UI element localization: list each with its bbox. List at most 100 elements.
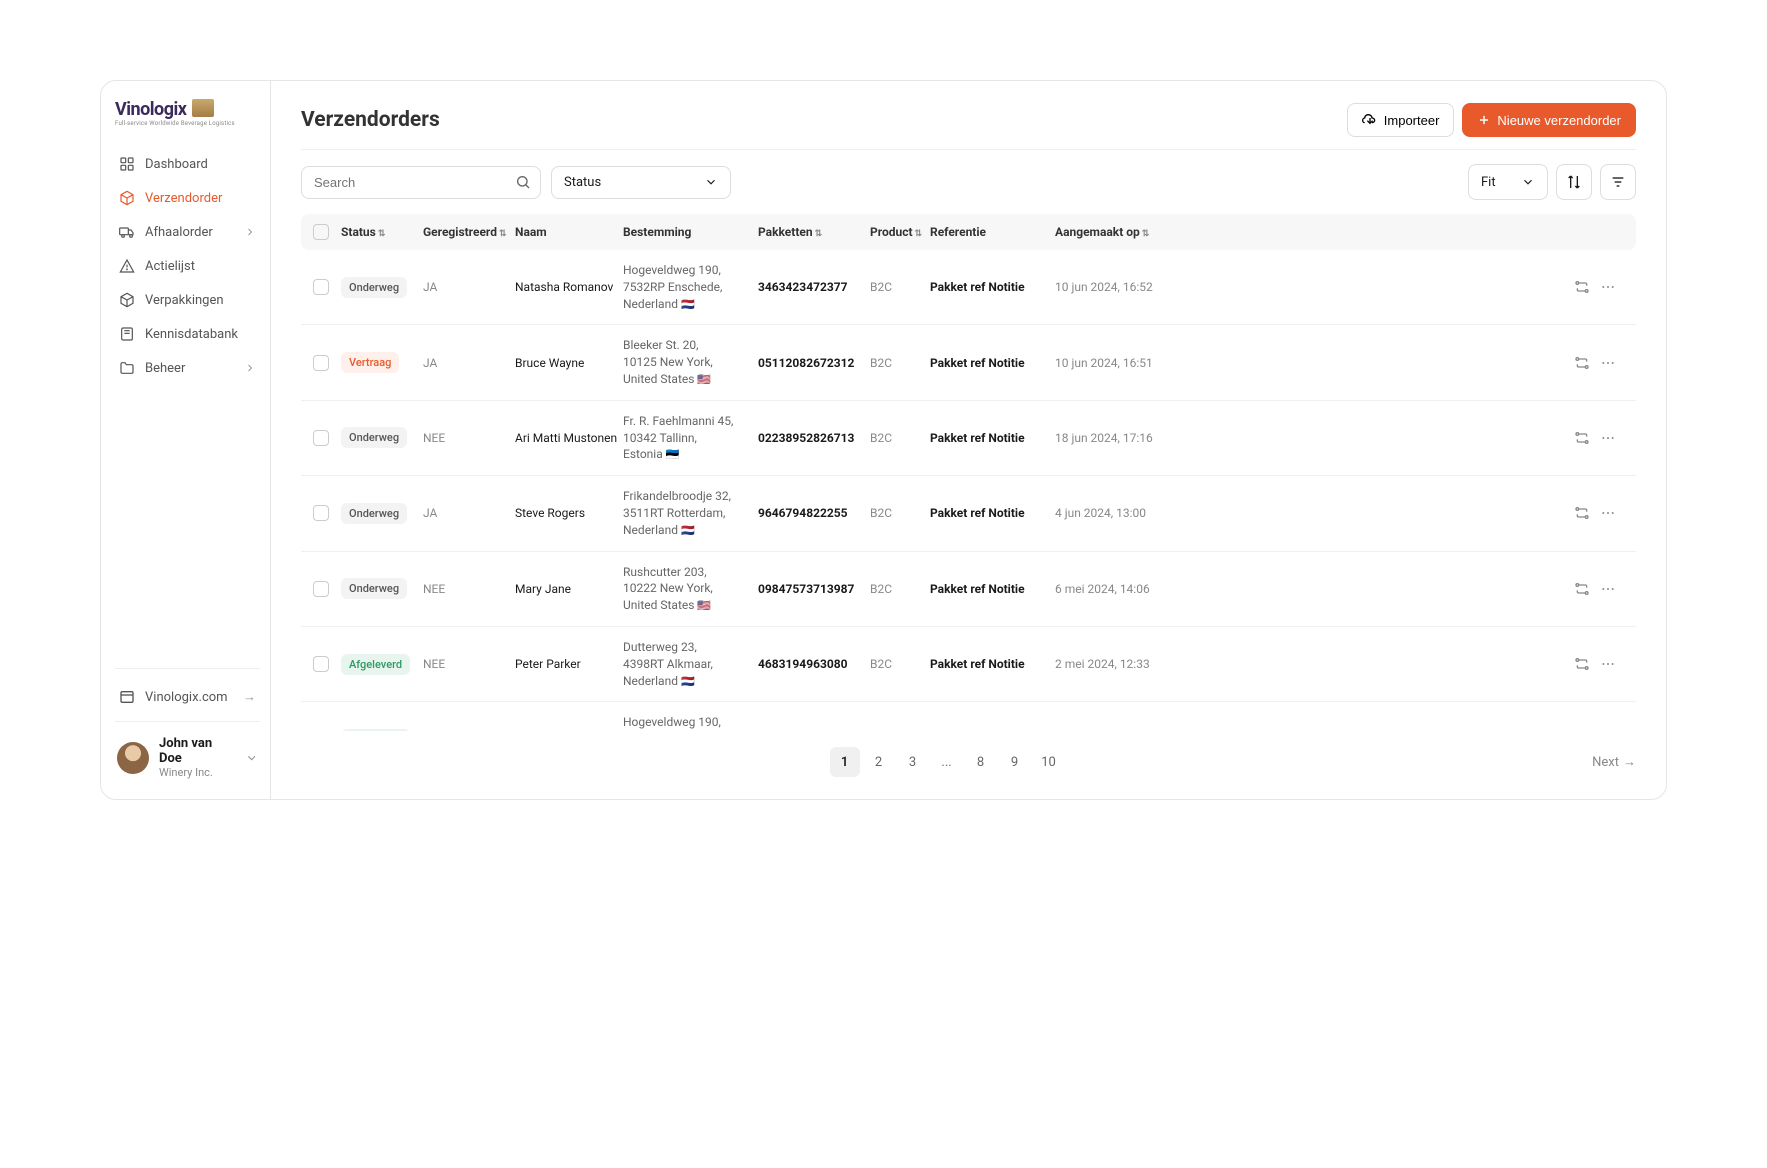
reference: Pakket ref Notitie	[930, 506, 1055, 520]
table-row[interactable]: OnderwegJANatasha RomanovHogeveldweg 190…	[301, 250, 1636, 325]
more-icon[interactable]	[1600, 505, 1616, 521]
sidebar-item-label: Beheer	[145, 361, 185, 376]
main: Verzendorders Importeer Nieuwe verzendor…	[271, 81, 1666, 799]
route-icon[interactable]	[1574, 505, 1590, 521]
more-icon[interactable]	[1600, 581, 1616, 597]
sort-button[interactable]	[1556, 164, 1592, 200]
registered-value: NEE	[423, 431, 515, 445]
reference: Pakket ref Notitie	[930, 280, 1055, 294]
sidebar-item-kennisdatabank[interactable]: Kennisdatabank	[115, 317, 260, 351]
toolbar-right: Fit	[1468, 164, 1636, 200]
next-button[interactable]: Next →	[1592, 754, 1636, 770]
col-registered[interactable]: Geregistreerd	[423, 225, 497, 239]
cube-icon	[119, 190, 135, 206]
external-link[interactable]: Vinologix.com →	[115, 681, 260, 713]
page-number[interactable]: 1	[830, 747, 860, 777]
search-input[interactable]	[301, 166, 541, 199]
row-checkbox[interactable]	[313, 505, 329, 521]
col-created[interactable]: Aangemaakt op	[1055, 225, 1140, 239]
row-checkbox[interactable]	[313, 430, 329, 446]
import-button[interactable]: Importeer	[1347, 103, 1455, 137]
sidebar-item-label: Verpakkingen	[145, 293, 224, 308]
page-list: 123...8910	[830, 747, 1064, 777]
chevron-down-icon	[1521, 175, 1535, 189]
row-checkbox[interactable]	[313, 656, 329, 672]
page-title: Verzendorders	[301, 108, 440, 132]
truck-icon	[119, 224, 135, 240]
status-badge: Afgeleverd	[341, 654, 410, 675]
row-checkbox[interactable]	[313, 355, 329, 371]
reference: Pakket ref Notitie	[930, 431, 1055, 445]
table-row[interactable]: AfgeleverdNEEPeter ParkerDutterweg 23,43…	[301, 627, 1636, 702]
new-order-button[interactable]: Nieuwe verzendorder	[1462, 103, 1636, 137]
route-icon[interactable]	[1574, 355, 1590, 371]
col-destination[interactable]: Bestemming	[623, 225, 691, 239]
more-icon[interactable]	[1600, 355, 1616, 371]
chevron-down-icon	[704, 175, 718, 189]
toolbar: Status Fit	[301, 164, 1636, 200]
registered-value: JA	[423, 356, 515, 370]
sort-indicator-icon: ⇅	[378, 229, 386, 239]
reference: Pakket ref Notitie	[930, 657, 1055, 671]
table-row[interactable]: AfgeleverdJABarry AllenHogeveldweg 190,7…	[301, 702, 1636, 731]
route-icon[interactable]	[1574, 279, 1590, 295]
arrow-right-icon: →	[243, 689, 256, 705]
route-icon[interactable]	[1574, 581, 1590, 597]
more-icon[interactable]	[1600, 430, 1616, 446]
chevron-right-icon	[244, 362, 256, 374]
col-reference[interactable]: Referentie	[930, 225, 986, 239]
created-date: 6 mei 2024, 14:06	[1055, 582, 1183, 596]
customer-name: Steve Rogers	[515, 506, 623, 520]
package-icon	[119, 292, 135, 308]
sidebar-item-verzendorder[interactable]: Verzendorder	[115, 181, 260, 215]
page-number[interactable]: 3	[898, 747, 928, 777]
select-all-checkbox[interactable]	[313, 224, 329, 240]
table-row[interactable]: VertraagJABruce WayneBleeker St. 20,1012…	[301, 325, 1636, 400]
header-actions: Importeer Nieuwe verzendorder	[1347, 103, 1636, 137]
table-row[interactable]: OnderwegJASteve RogersFrikandelbroodje 3…	[301, 476, 1636, 551]
sidebar: Vinologix Full-service Worldwide Beverag…	[101, 81, 271, 799]
dashboard-icon	[119, 156, 135, 172]
route-icon[interactable]	[1574, 656, 1590, 672]
destination: Rushcutter 203,10222 New York,United Sta…	[623, 564, 758, 614]
book-icon	[119, 326, 135, 342]
more-icon[interactable]	[1600, 279, 1616, 295]
status-select[interactable]: Status	[551, 166, 731, 199]
page-number[interactable]: 8	[966, 747, 996, 777]
sidebar-item-beheer[interactable]: Beheer	[115, 351, 260, 385]
status-badge: Onderweg	[341, 503, 407, 524]
col-name[interactable]: Naam	[515, 225, 547, 239]
product-type: B2C	[870, 506, 930, 520]
destination: Fr. R. Faehlmanni 45,10342 Tallinn,Eston…	[623, 413, 758, 463]
fit-select[interactable]: Fit	[1468, 164, 1548, 200]
page-number[interactable]: 2	[864, 747, 894, 777]
customer-name: Mary Jane	[515, 582, 623, 596]
package-id: 05112082672312	[758, 356, 870, 370]
col-product[interactable]: Product	[870, 225, 913, 239]
sort-indicator-icon: ⇅	[915, 229, 923, 239]
sidebar-item-actielijst[interactable]: Actielijst	[115, 249, 260, 283]
destination: Hogeveldweg 190,7532RP Enschede,Nederlan…	[623, 262, 758, 312]
row-checkbox[interactable]	[313, 581, 329, 597]
sidebar-item-label: Kennisdatabank	[145, 327, 238, 342]
more-icon[interactable]	[1600, 656, 1616, 672]
user-org: Winery Inc.	[159, 766, 235, 779]
table-row[interactable]: OnderwegNEEAri Matti MustonenFr. R. Faeh…	[301, 401, 1636, 476]
page-number[interactable]: 9	[1000, 747, 1030, 777]
sidebar-item-afhaalorder[interactable]: Afhaalorder	[115, 215, 260, 249]
row-checkbox[interactable]	[313, 279, 329, 295]
table-row[interactable]: OnderwegNEEMary JaneRushcutter 203,10222…	[301, 552, 1636, 627]
flag-icon: 🇳🇱	[681, 298, 695, 311]
page-number[interactable]: 10	[1034, 747, 1064, 777]
user-block[interactable]: John van Doe Winery Inc.	[115, 730, 260, 785]
page-ellipsis: ...	[932, 747, 962, 777]
flag-icon: 🇳🇱	[681, 675, 695, 688]
col-packages[interactable]: Pakketten	[758, 225, 813, 239]
header-divider	[301, 149, 1636, 150]
col-status[interactable]: Status	[341, 225, 376, 239]
table-body: OnderwegJANatasha RomanovHogeveldweg 190…	[301, 250, 1636, 731]
filter-button[interactable]	[1600, 164, 1636, 200]
sidebar-item-verpakkingen[interactable]: Verpakkingen	[115, 283, 260, 317]
sidebar-item-dashboard[interactable]: Dashboard	[115, 147, 260, 181]
route-icon[interactable]	[1574, 430, 1590, 446]
